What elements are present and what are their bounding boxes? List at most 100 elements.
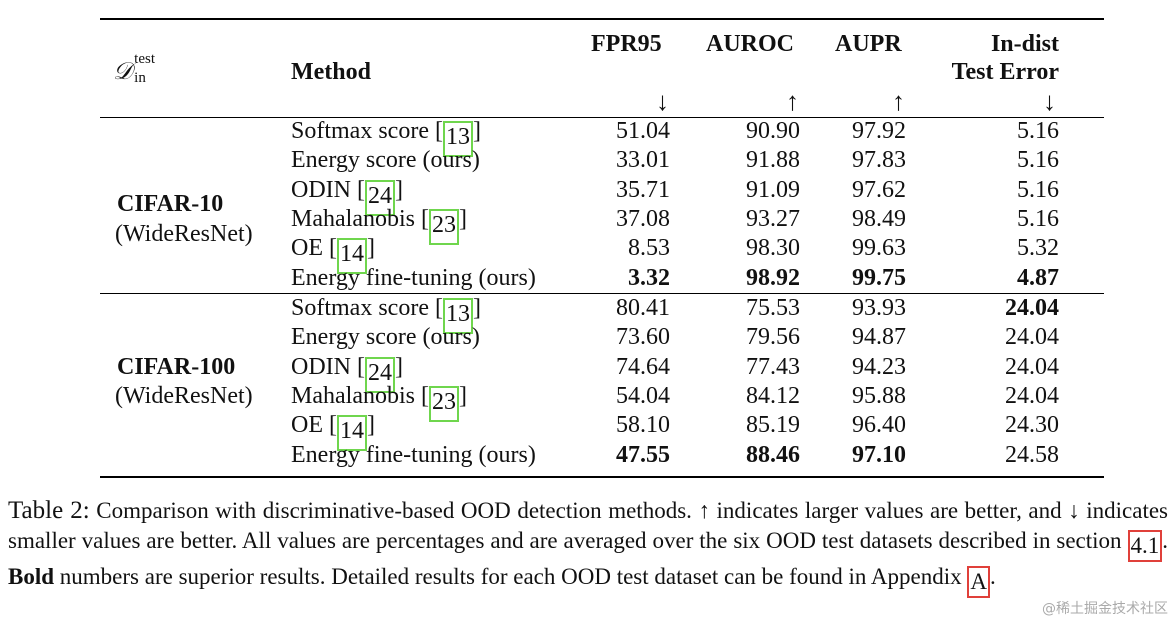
fpr-value: 8.53 — [628, 235, 670, 262]
fpr-value: 37.08 — [616, 205, 670, 232]
caption-text: . — [990, 563, 996, 589]
aupr-value: 97.92 — [852, 118, 906, 144]
fpr-value: 51.04 — [616, 118, 670, 144]
bracket-close: ] — [458, 205, 467, 232]
method-cell: OE [14] — [291, 411, 375, 452]
din-header: 𝒟 test in — [113, 51, 158, 86]
citation-link[interactable]: 14 — [336, 238, 367, 275]
bracket-close: ] — [472, 118, 481, 144]
err-value: 5.16 — [1017, 147, 1059, 174]
method-cell: ODIN [24] — [291, 353, 403, 393]
fpr-value: 47.55 — [616, 441, 670, 468]
method-name: Energy fine-tuning (ours) — [291, 441, 536, 468]
auroc-value: 88.46 — [746, 441, 800, 468]
caption-text: Comparison with discriminative-based OOD… — [8, 498, 1168, 553]
method-name: Energy fine-tuning (ours) — [291, 264, 536, 291]
method-name: OE [ — [291, 235, 337, 262]
aupr-up-arrow-icon: ↑ — [892, 87, 905, 116]
method-name: Mahalanobis [ — [291, 382, 429, 409]
auroc-value: 75.53 — [746, 295, 800, 321]
method-name: Mahalanobis [ — [291, 205, 429, 232]
fpr-value: 54.04 — [616, 382, 670, 409]
method-name: ODIN [ — [291, 353, 365, 380]
auroc-value: 79.56 — [746, 324, 800, 351]
fpr-value: 33.01 — [616, 147, 670, 174]
header-fpr95: FPR95 — [591, 31, 662, 57]
method-cell: Mahalanobis [23] — [291, 382, 467, 422]
din-symbol: 𝒟 — [113, 59, 133, 85]
method-cell: Energy fine-tuning (ours) — [291, 264, 536, 292]
caption-text: . — [1162, 527, 1168, 553]
model-label: (WideResNet) — [115, 221, 253, 247]
method-cell: Mahalanobis [23] — [291, 205, 467, 245]
aupr-value: 98.49 — [852, 205, 906, 232]
err-value: 5.16 — [1017, 118, 1059, 144]
bracket-close: ] — [366, 412, 375, 439]
aupr-value: 97.10 — [852, 441, 906, 468]
method-name: OE [ — [291, 412, 337, 439]
auroc-value: 90.90 — [746, 118, 800, 144]
watermark: @稀土掘金技术社区 — [1042, 601, 1168, 617]
bracket-close: ] — [458, 382, 467, 409]
table-top-rule — [100, 18, 1104, 20]
auroc-up-arrow-icon: ↑ — [786, 87, 799, 116]
method-name: Energy score (ours) — [291, 324, 480, 351]
citation-link[interactable]: 13 — [442, 121, 473, 157]
err-value: 5.16 — [1017, 176, 1059, 203]
method-name: Softmax score [ — [291, 295, 443, 321]
fpr-value: 74.64 — [616, 353, 670, 380]
error-down-arrow-icon: ↓ — [1043, 87, 1056, 116]
err-value: 24.30 — [1005, 412, 1059, 439]
auroc-value: 98.30 — [746, 235, 800, 262]
fpr-value: 3.32 — [628, 264, 670, 291]
err-value: 5.16 — [1017, 205, 1059, 232]
citation-link[interactable]: 23 — [428, 208, 459, 245]
citation-link[interactable]: 24 — [364, 179, 395, 216]
section-ref-link[interactable]: 4.1 — [1127, 529, 1163, 562]
method-cell: OE [14] — [291, 234, 375, 275]
din-superscript: test — [134, 51, 155, 67]
err-value: 4.87 — [1017, 264, 1059, 291]
method-name: Energy score (ours) — [291, 147, 480, 174]
citation-link[interactable]: 24 — [364, 356, 395, 393]
dataset-label: CIFAR-10 — [117, 191, 224, 217]
citation-link[interactable]: 23 — [428, 385, 459, 422]
citation-link[interactable]: 13 — [442, 298, 473, 334]
bracket-close: ] — [394, 176, 403, 203]
auroc-value: 91.09 — [746, 176, 800, 203]
method-name: ODIN [ — [291, 176, 365, 203]
caption-text: numbers are superior results. Detailed r… — [54, 563, 968, 589]
fpr-value: 80.41 — [616, 295, 670, 321]
method-cell: Energy score (ours) — [291, 323, 480, 351]
fpr-value: 58.10 — [616, 412, 670, 439]
aupr-value: 96.40 — [852, 412, 906, 439]
err-value: 24.04 — [1005, 295, 1059, 321]
bracket-close: ] — [394, 353, 403, 380]
method-cell: ODIN [24] — [291, 176, 403, 216]
bracket-close: ] — [366, 235, 375, 262]
auroc-value: 93.27 — [746, 205, 800, 232]
dataset-label: CIFAR-100 — [117, 354, 236, 380]
caption-bold: Bold — [8, 563, 55, 589]
method-cell: Softmax score [13] — [291, 117, 481, 157]
err-value: 24.04 — [1005, 353, 1059, 380]
err-value: 5.32 — [1017, 235, 1059, 262]
table-bottom-rule — [100, 476, 1104, 478]
caption-label: Table 2: — [8, 497, 90, 524]
table-caption: Table 2: Comparison with discriminative-… — [8, 496, 1168, 598]
method-cell: Softmax score [13] — [291, 294, 481, 334]
aupr-value: 97.83 — [852, 147, 906, 174]
header-error-line1: In-dist — [990, 31, 1059, 57]
method-cell: Energy fine-tuning (ours) — [291, 441, 536, 469]
bracket-close: ] — [472, 295, 481, 321]
citation-link[interactable]: 14 — [336, 415, 367, 452]
aupr-value: 99.75 — [852, 264, 906, 291]
aupr-value: 94.23 — [852, 353, 906, 380]
header-method: Method — [291, 59, 371, 85]
appendix-ref-link[interactable]: A — [967, 565, 990, 598]
auroc-value: 98.92 — [746, 264, 800, 291]
auroc-value: 85.19 — [746, 412, 800, 439]
aupr-value: 99.63 — [852, 235, 906, 262]
aupr-value: 94.87 — [852, 324, 906, 351]
auroc-value: 77.43 — [746, 353, 800, 380]
